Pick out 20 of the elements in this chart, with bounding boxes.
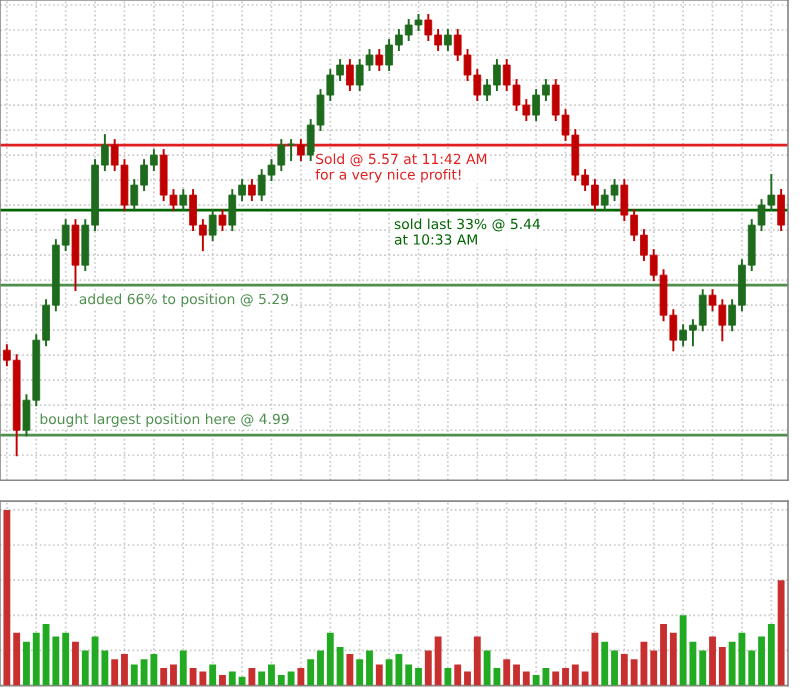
bar (375, 664, 383, 686)
candlestick (218, 209, 227, 232)
bar (777, 580, 785, 686)
bar (346, 653, 354, 686)
bar (297, 667, 305, 686)
bar (248, 667, 256, 686)
candlestick (71, 219, 80, 292)
bar (209, 664, 217, 686)
candlestick (248, 179, 256, 202)
candlestick (208, 209, 217, 242)
bar (444, 667, 452, 686)
candlestick (375, 49, 384, 72)
candlestick (297, 139, 305, 162)
bar (219, 675, 226, 686)
candlestick (444, 29, 452, 51)
candlestick (179, 189, 188, 212)
bar (179, 650, 187, 686)
candlestick (346, 59, 354, 92)
candlestick (777, 189, 785, 232)
bar (72, 641, 79, 686)
